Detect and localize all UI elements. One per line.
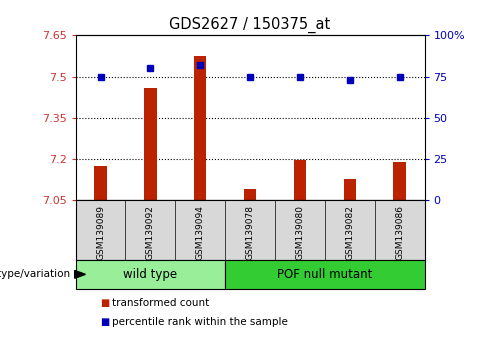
- Text: GSM139094: GSM139094: [196, 205, 205, 260]
- Text: POF null mutant: POF null mutant: [277, 268, 372, 281]
- Text: GSM139086: GSM139086: [395, 205, 404, 260]
- Text: ■: ■: [100, 298, 109, 308]
- Bar: [194, 56, 206, 200]
- Bar: [76, 260, 225, 289]
- Text: GSM139078: GSM139078: [245, 205, 255, 260]
- Text: wild type: wild type: [123, 268, 178, 281]
- Bar: [294, 160, 306, 200]
- Bar: [94, 166, 107, 200]
- Text: transformed count: transformed count: [112, 298, 209, 308]
- Text: GSM139082: GSM139082: [346, 205, 354, 260]
- Text: percentile rank within the sample: percentile rank within the sample: [112, 317, 288, 327]
- Text: GSM139092: GSM139092: [146, 205, 155, 260]
- Text: GSM139080: GSM139080: [295, 205, 305, 260]
- Bar: [144, 87, 157, 200]
- Bar: [225, 260, 425, 289]
- Polygon shape: [75, 270, 85, 278]
- Title: GDS2627 / 150375_at: GDS2627 / 150375_at: [169, 16, 331, 33]
- Bar: [244, 189, 256, 200]
- Text: genotype/variation: genotype/variation: [0, 269, 71, 279]
- Text: GSM139089: GSM139089: [96, 205, 105, 260]
- Bar: [344, 179, 356, 200]
- Text: ■: ■: [100, 317, 109, 327]
- Bar: [393, 161, 406, 200]
